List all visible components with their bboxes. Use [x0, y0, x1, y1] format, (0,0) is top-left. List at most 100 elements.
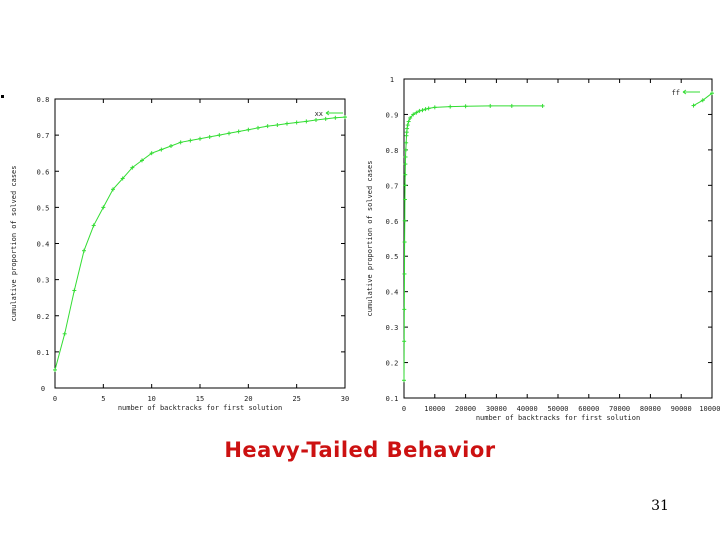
legend-arrow: [325, 112, 330, 116]
x-tick-label: 40000: [517, 405, 538, 413]
data-point: [488, 103, 493, 108]
data-point: [414, 110, 419, 115]
data-point: [448, 104, 453, 109]
data-point: [246, 127, 251, 132]
data-point: [404, 133, 409, 138]
y-tick-label: 0.4: [386, 289, 399, 297]
data-point: [403, 172, 408, 177]
data-point: [130, 165, 135, 170]
data-point: [404, 140, 409, 145]
data-point: [188, 138, 193, 143]
data-point: [207, 134, 212, 139]
data-point: [82, 248, 86, 253]
data-point: [227, 131, 231, 136]
data-point: [402, 218, 407, 223]
x-tick-label: 0: [53, 395, 57, 403]
data-point: [256, 125, 260, 130]
data-point: [509, 103, 514, 108]
y-tick-label: 0.2: [37, 313, 50, 321]
x-tick-label: 100000: [699, 405, 720, 413]
y-tick-label: 0.7: [37, 132, 50, 140]
y-tick-label: 0.4: [37, 241, 50, 249]
y-tick-label: 0: [41, 385, 45, 393]
data-point: [314, 117, 318, 122]
data-point: [285, 121, 289, 126]
data-point: [402, 378, 406, 383]
y-tick-label: 0.9: [386, 111, 399, 119]
data-point: [406, 119, 411, 124]
data-point: [403, 154, 408, 159]
y-tick-label: 0.6: [37, 168, 50, 176]
y-tick-label: 0.8: [37, 96, 50, 104]
x-tick-label: 30000: [486, 405, 507, 413]
x-tick-label: 30: [341, 395, 349, 403]
data-point: [265, 124, 270, 129]
x-tick-label: 50000: [547, 405, 568, 413]
data-point: [408, 115, 413, 120]
data-point: [402, 240, 407, 245]
data-point: [304, 119, 309, 124]
data-point: [91, 223, 96, 228]
x-tick-label: 90000: [671, 405, 692, 413]
data-point: [169, 143, 173, 148]
data-point: [420, 108, 425, 113]
y-tick-label: 0.3: [386, 324, 399, 332]
x-tick-label: 70000: [609, 405, 630, 413]
data-point: [411, 112, 416, 117]
data-point: [417, 108, 422, 113]
data-point: [198, 136, 202, 141]
x-tick-label: 15: [196, 395, 204, 403]
x-tick-label: 25: [292, 395, 300, 403]
data-point: [120, 176, 125, 181]
plot-frame: [54, 98, 346, 389]
data-point: [405, 126, 410, 131]
data-point: [403, 183, 408, 188]
y-tick-label: 0.8: [386, 147, 399, 155]
plot-frame: [403, 78, 713, 399]
legend-arrow: [325, 110, 330, 114]
x-tick-label: 0: [402, 405, 406, 413]
data-point: [294, 120, 299, 125]
legend-label: ff: [672, 89, 680, 97]
data-point: [140, 158, 144, 163]
x-axis-label: number of backtracks for first solution: [118, 404, 282, 412]
slide-title: Heavy-Tailed Behavior: [224, 438, 496, 462]
data-point: [62, 331, 67, 336]
data-point: [159, 147, 164, 152]
data-point: [217, 133, 222, 138]
data-point: [402, 307, 407, 312]
chart-left: 0 0.1 0.2 0.3 0.4 0.5 0.6 0.7 0.8 0 5 10 15 20 25 30 num…: [10, 96, 349, 412]
y-tick-label: 0.2: [386, 360, 399, 368]
legend-arrow: [682, 89, 687, 93]
x-axis-label: number of backtracks for first solution: [476, 414, 640, 422]
series-line-0: [403, 105, 543, 381]
data-point: [53, 367, 57, 372]
x-tick-label: 20: [244, 395, 252, 403]
data-point: [149, 151, 154, 156]
y-axis-label: cumulative proportion of solved cases: [366, 161, 374, 317]
data-point: [275, 123, 280, 128]
data-point: [404, 130, 409, 135]
data-point: [426, 106, 431, 111]
legend-arrow: [682, 91, 687, 95]
data-point: [236, 129, 241, 134]
data-point: [402, 197, 407, 202]
x-tick-label: 10: [147, 395, 155, 403]
data-point: [323, 116, 328, 121]
data-point: [101, 205, 106, 210]
x-tick-label: 5: [101, 395, 105, 403]
y-tick-label: 0.5: [37, 204, 50, 212]
y-tick-label: 0.5: [386, 253, 399, 261]
data-point: [710, 91, 714, 96]
page-number: 31: [651, 498, 669, 514]
data-point: [178, 140, 183, 145]
data-point: [463, 104, 468, 109]
data-point: [402, 339, 407, 344]
y-axis-label: cumulative proportion of solved cases: [10, 166, 18, 322]
data-point: [403, 147, 408, 152]
y-tick-label: 0.3: [37, 277, 50, 285]
legend-label: xx: [315, 110, 323, 118]
data-point: [423, 107, 428, 112]
slide-bullet-dot: [1, 95, 4, 98]
